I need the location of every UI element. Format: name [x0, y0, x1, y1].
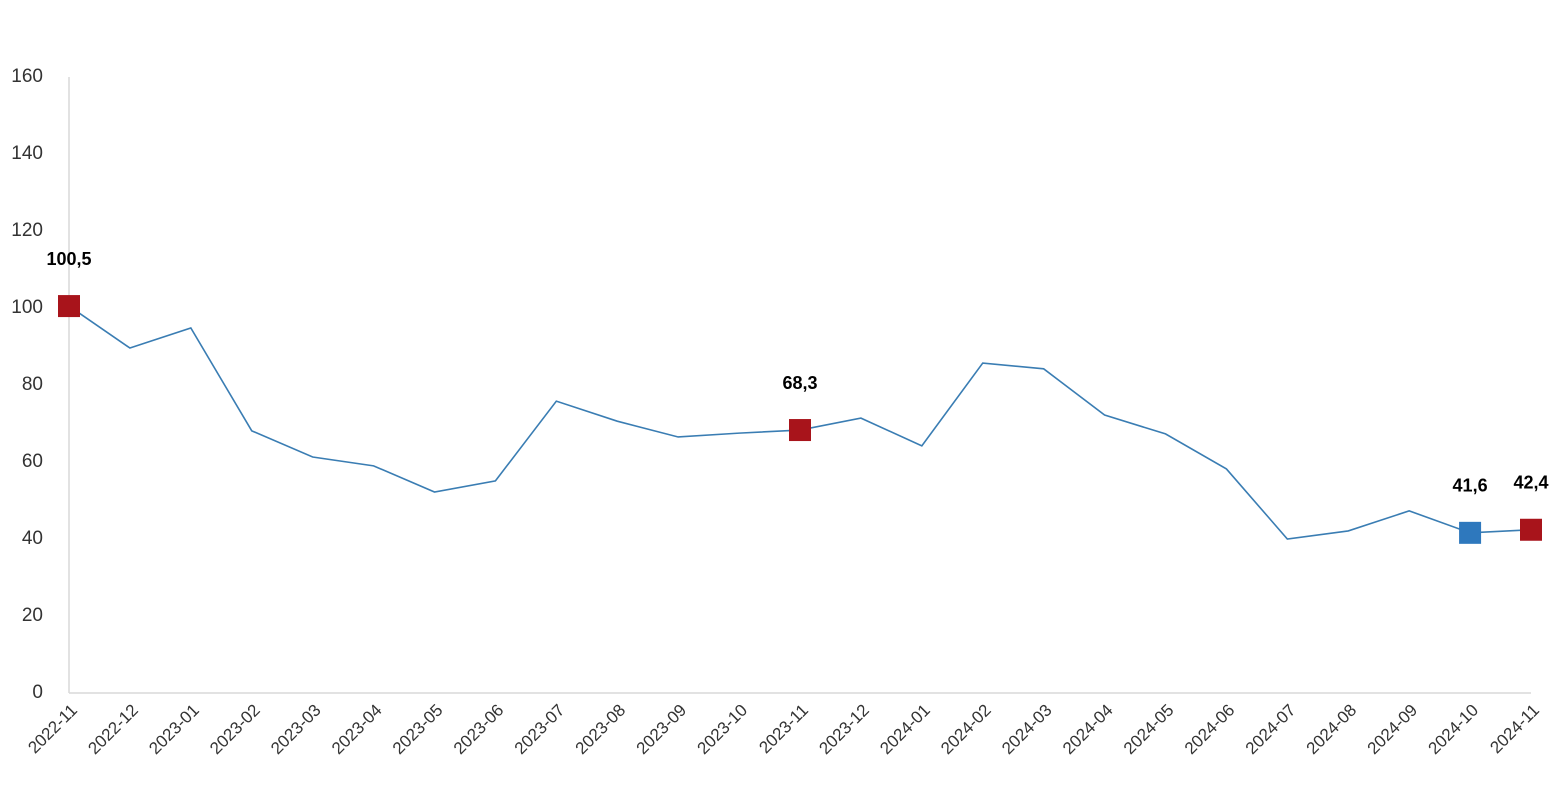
marker [1520, 518, 1542, 541]
x-tick-label: 2024-06 [1181, 701, 1239, 759]
marker [789, 419, 811, 442]
x-tick-label: 2022-11 [24, 701, 81, 758]
x-tick-label: 2024-11 [1486, 701, 1543, 758]
x-tick-label: 2023-11 [755, 701, 812, 758]
x-tick-label: 2023-08 [572, 701, 630, 759]
y-tick-label: 0 [32, 682, 43, 703]
x-tick-label: 2023-05 [389, 701, 447, 759]
value-label: 41,6 [1453, 476, 1488, 496]
value-label: 100,5 [46, 249, 91, 269]
marker [1459, 521, 1482, 544]
value-label: 68,3 [782, 373, 817, 393]
y-tick-label: 80 [22, 374, 43, 395]
marker [58, 295, 80, 318]
x-tick-label: 2024-05 [1120, 701, 1178, 759]
x-tick-label: 2023-10 [694, 701, 752, 759]
x-tick-label: 2023-12 [815, 701, 873, 759]
x-tick-label: 2023-04 [328, 701, 386, 759]
x-tick-label: 2024-10 [1425, 701, 1483, 759]
x-tick-label: 2024-02 [937, 701, 995, 759]
x-tick-label: 2024-04 [1059, 701, 1117, 759]
x-tick-label: 2023-07 [511, 701, 569, 759]
x-tick-label: 2023-06 [450, 701, 508, 759]
y-tick-label: 60 [22, 451, 43, 472]
y-tick-label: 160 [11, 66, 43, 87]
y-tick-label: 120 [11, 220, 43, 241]
x-tick-label: 2024-03 [998, 701, 1056, 759]
y-tick-label: 20 [22, 605, 43, 626]
value-label: 42,4 [1513, 473, 1548, 493]
x-tick-label: 2024-07 [1242, 701, 1300, 759]
x-tick-label: 2023-09 [633, 701, 691, 759]
x-tick-label: 2023-01 [145, 701, 203, 759]
y-tick-label: 100 [11, 297, 43, 318]
y-tick-label: 40 [22, 528, 43, 549]
x-tick-label: 2023-03 [267, 701, 325, 759]
x-tick-label: 2022-12 [84, 701, 142, 759]
y-tick-label: 140 [11, 143, 43, 164]
x-tick-label: 2024-01 [876, 701, 934, 759]
x-tick-label: 2024-09 [1364, 701, 1422, 759]
x-tick-label: 2023-02 [206, 701, 264, 759]
x-tick-label: 2024-08 [1303, 701, 1361, 759]
